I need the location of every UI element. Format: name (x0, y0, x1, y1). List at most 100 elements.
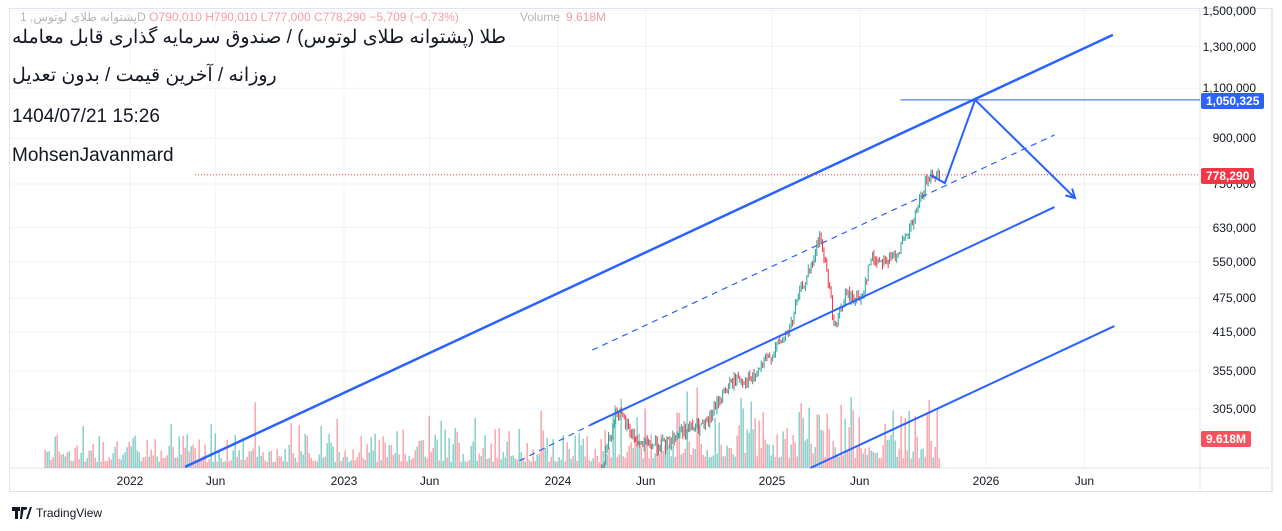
volume-bar (432, 447, 434, 468)
volume-bar (58, 451, 60, 468)
volume-bar (246, 456, 248, 468)
volume-bar (358, 452, 360, 468)
price-tick-label: 415,000 (1212, 325, 1256, 339)
volume-bar (98, 436, 100, 468)
volume-bar (750, 401, 752, 468)
volume-bar (800, 403, 802, 468)
volume-bar (716, 453, 718, 468)
volume-bar (616, 457, 618, 468)
volume-bar (496, 457, 498, 468)
volume-bar (862, 453, 864, 468)
volume-bar (184, 447, 186, 468)
bottom-channel-line (810, 325, 1115, 469)
volume-bar (470, 445, 472, 468)
volume-bar (280, 456, 282, 468)
volume-bar (832, 440, 834, 468)
volume-bar (714, 417, 716, 468)
volume-bar (218, 451, 220, 468)
volume-bar (580, 445, 582, 468)
volume-bar (192, 444, 194, 468)
volume-bar (220, 458, 222, 468)
volume-bar (848, 427, 850, 468)
volume-legend: Volume 9.618M (520, 10, 606, 24)
volume-bar (812, 453, 814, 468)
volume-bar (630, 442, 632, 468)
volume-bar (518, 428, 520, 468)
volume-bar (212, 461, 214, 468)
tradingview-logo[interactable]: TradingView (12, 506, 102, 520)
volume-bar (50, 459, 52, 468)
chart-subtitle: روزانه / آخرین قیمت / بدون تعدیل (10, 65, 279, 87)
volume-bar (468, 460, 470, 468)
volume-bar (286, 461, 288, 468)
volume-bar (78, 459, 80, 468)
volume-bar (530, 461, 532, 468)
volume-bar (60, 454, 62, 468)
volume-bar (370, 437, 372, 468)
volume-bar (854, 457, 856, 468)
volume-bar (426, 458, 428, 468)
volume-bar (614, 405, 616, 468)
volume-bar (934, 446, 936, 468)
volume-bar (740, 397, 742, 468)
volume-bar (70, 460, 72, 468)
volume-bar (190, 446, 192, 468)
volume-bar (870, 450, 872, 468)
price-tick-label: 355,000 (1212, 364, 1256, 379)
volume-bar (234, 435, 236, 468)
volume-bar (830, 458, 832, 468)
volume-bar (138, 451, 140, 468)
volume-bar (730, 447, 732, 468)
volume-bar (510, 455, 512, 468)
volume-bar (778, 457, 780, 468)
volume-bar (908, 410, 910, 468)
volume-bar (882, 444, 884, 468)
volume-bar (360, 436, 362, 468)
volume-bar (808, 407, 810, 468)
volume-bar (842, 455, 844, 468)
volume-bar (666, 437, 668, 468)
arrowhead-icon (1065, 188, 1077, 200)
volume-bar (594, 448, 596, 468)
volume-bar (752, 429, 754, 468)
volume-bar (380, 460, 382, 468)
lower-channel-line (589, 206, 1055, 426)
volume-bar (56, 434, 58, 468)
time-tick-label: 2023 (330, 474, 358, 488)
volume-bar (476, 460, 478, 468)
volume-bar (210, 423, 212, 468)
volume-bar (452, 444, 454, 468)
volume-bar (522, 458, 524, 468)
volume-bar (564, 461, 566, 468)
volume-bar (92, 444, 94, 468)
volume-bar (888, 439, 890, 468)
volume-bar (674, 456, 676, 468)
volume-bar (852, 410, 854, 468)
chart-timestamp: 1404/07/21 15:26 (10, 106, 162, 128)
volume-bar (720, 444, 722, 468)
volume-bar (622, 456, 624, 468)
volume-bar (534, 460, 536, 468)
volume-bar (754, 418, 756, 468)
volume-bar (742, 408, 744, 468)
volume-bar (756, 456, 758, 468)
volume-bar (828, 429, 830, 468)
volume-bar (700, 443, 702, 468)
volume-bar (340, 461, 342, 468)
volume-bar (744, 452, 746, 468)
price-tick-label: 630,000 (1212, 220, 1256, 235)
volume-bar (902, 458, 904, 468)
volume-bar (148, 456, 150, 468)
volume-bar (442, 460, 444, 468)
volume-bar (834, 447, 836, 468)
volume-bar (924, 456, 926, 468)
volume-bar (822, 430, 824, 468)
volume-bar (52, 457, 54, 468)
volume-bar (160, 450, 162, 468)
price-tick-label: 1,300,000 (1202, 39, 1256, 54)
volume-bar (136, 450, 138, 468)
volume-bar (644, 408, 646, 468)
volume-bar (248, 451, 250, 468)
volume-bar (586, 436, 588, 468)
